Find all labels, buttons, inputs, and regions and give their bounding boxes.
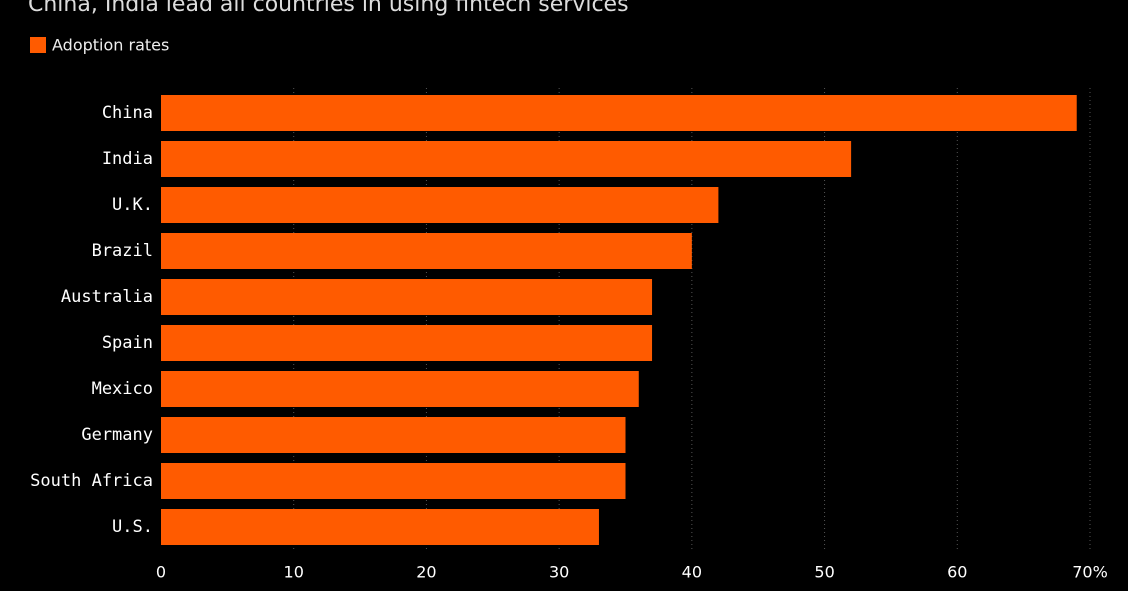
legend-swatch [30,37,46,53]
y-tick-label: Brazil [92,241,153,261]
bar [161,509,599,545]
x-tick-label: 70% [1072,563,1108,582]
x-tick-label: 40 [682,563,702,582]
y-tick-label: Australia [61,287,153,307]
x-tick-label: 20 [416,563,436,582]
x-tick-label: 30 [549,563,569,582]
y-tick-label: Mexico [92,379,153,399]
chart-title: China, India lead all countries in using… [28,0,629,17]
y-tick-label: Germany [81,425,153,445]
y-tick-label: India [102,149,153,169]
y-tick-label: Spain [102,333,153,353]
bar [161,233,692,269]
x-tick-label: 0 [156,563,166,582]
bar [161,187,719,223]
bar [161,417,626,453]
x-tick-label: 50 [814,563,834,582]
bar [161,95,1077,131]
x-tick-label: 60 [947,563,967,582]
y-tick-label: U.K. [112,195,153,215]
y-tick-label: U.S. [112,517,153,537]
bar [161,371,639,407]
y-tick-label: China [102,103,153,123]
x-tick-label: 10 [284,563,304,582]
bar [161,325,653,361]
y-tick-label: South Africa [30,471,153,491]
bar [161,463,626,499]
bar [161,141,852,177]
bar [161,279,653,315]
legend-label: Adoption rates [52,36,169,55]
